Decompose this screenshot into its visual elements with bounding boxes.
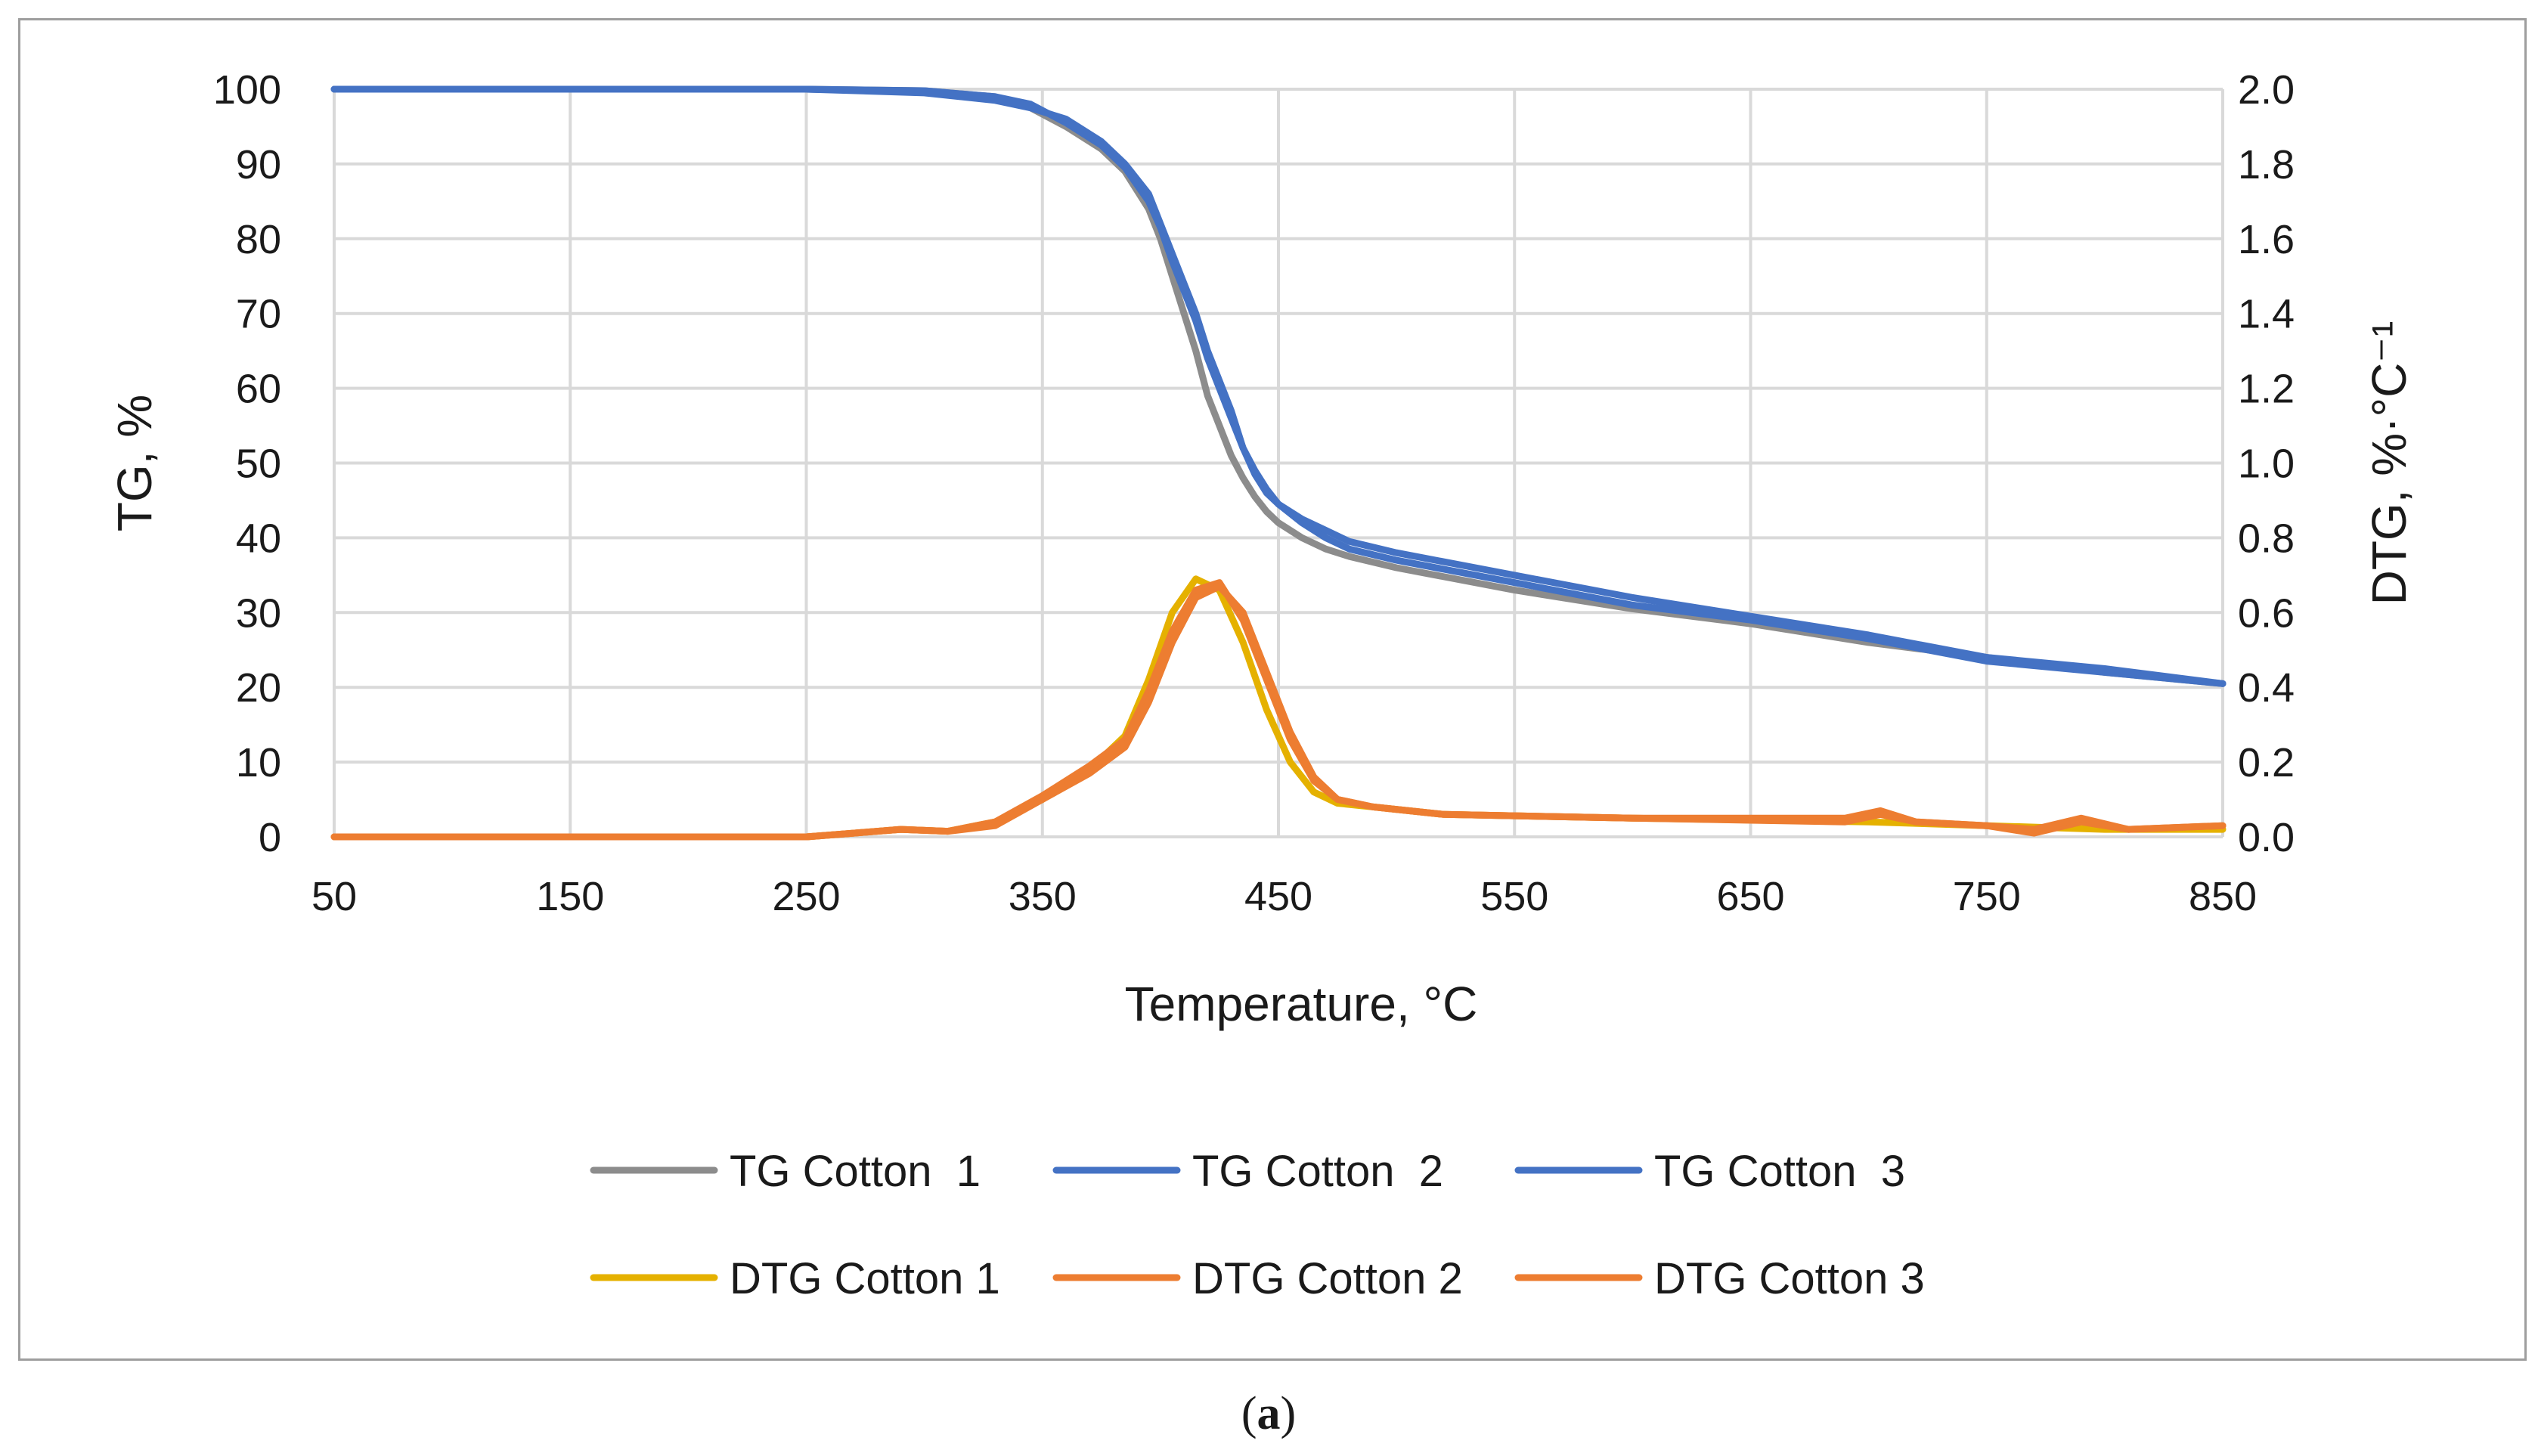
y2-tick-label: 2.0: [2238, 67, 2295, 113]
y-tick-label: 20: [236, 665, 281, 711]
y-tick-label: 80: [236, 217, 281, 262]
y-tick-label: 60: [236, 367, 281, 412]
x-tick-label: 250: [772, 874, 840, 919]
y2-tick-label: 1.4: [2238, 292, 2295, 337]
y-tick-label: 30: [236, 590, 281, 636]
y-tick-label: 90: [236, 142, 281, 187]
x-tick-label: 650: [1716, 874, 1784, 919]
y-tick-label: 0: [259, 815, 281, 860]
y-tick-label: 70: [236, 292, 281, 337]
series-line-6: [330, 583, 2227, 841]
y-axis-title: TG, %: [107, 395, 162, 531]
x-tick-label: 850: [2189, 874, 2257, 919]
legend-label-3: TG Cotton 3: [1654, 1147, 1905, 1196]
y-tick-label: 10: [236, 740, 281, 785]
y2-tick-label: 1.2: [2238, 367, 2295, 412]
legend-label-6: DTG Cotton 3: [1654, 1254, 1925, 1303]
x-axis-title: Temperature, °C: [1125, 977, 1478, 1031]
x-tick-label: 150: [536, 874, 604, 919]
y2-tick-label: 0.2: [2238, 740, 2295, 785]
x-tick-label: 50: [311, 874, 357, 919]
series-line-3: [330, 85, 2227, 687]
y2-axis-title: DTG, %·°C⁻¹: [2362, 321, 2416, 606]
y2-tick-label: 0.4: [2238, 665, 2295, 711]
y-tick-label: 40: [236, 516, 281, 561]
x-tick-label: 450: [1244, 874, 1312, 919]
y2-tick-label: 0.0: [2238, 815, 2295, 860]
legend-label-4: DTG Cotton 1: [730, 1254, 1000, 1303]
y2-tick-label: 0.8: [2238, 516, 2295, 561]
legend-label-1: TG Cotton 1: [730, 1147, 981, 1196]
y-tick-label: 100: [213, 67, 281, 113]
y2-tick-label: 1.8: [2238, 142, 2295, 187]
x-tick-label: 550: [1480, 874, 1548, 919]
y-tick-label: 50: [236, 441, 281, 487]
legend-label-5: DTG Cotton 2: [1192, 1254, 1463, 1303]
x-tick-label: 750: [1953, 874, 2021, 919]
y2-tick-label: 1.6: [2238, 217, 2295, 262]
figure-caption: (a): [1241, 1388, 1296, 1439]
x-tick-label: 350: [1009, 874, 1077, 919]
legend-label-2: TG Cotton 2: [1192, 1147, 1443, 1196]
y2-tick-label: 1.0: [2238, 441, 2295, 487]
y2-tick-label: 0.6: [2238, 590, 2295, 636]
